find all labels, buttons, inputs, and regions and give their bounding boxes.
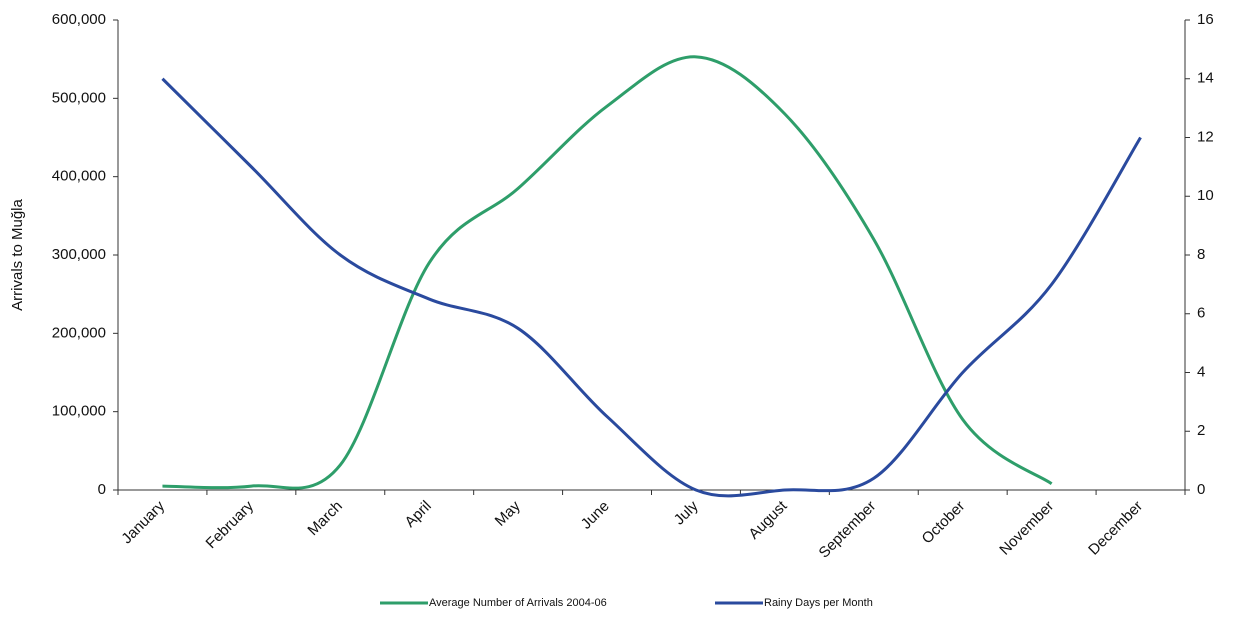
y-tick-label: 200,000 <box>52 324 106 341</box>
x-tick-label: February <box>203 497 258 552</box>
x-tick-label: June <box>578 498 613 533</box>
y-tick-label: 0 <box>98 481 106 498</box>
x-tick-label: April <box>402 498 435 531</box>
y-axis-label: Arrivals to Muğla <box>9 198 26 310</box>
y-tick-label: 100,000 <box>52 403 106 420</box>
y-tick-label: 300,000 <box>52 246 106 263</box>
y2-tick-label: 12 <box>1197 128 1214 145</box>
x-tick-label: September <box>816 498 880 562</box>
y2-tick-label: 16 <box>1197 11 1214 28</box>
legend-label: Rainy Days per Month <box>764 597 873 609</box>
y2-tick-label: 14 <box>1197 70 1214 87</box>
y-tick-label: 600,000 <box>52 11 106 28</box>
y2-tick-label: 0 <box>1197 481 1205 498</box>
x-tick-label: November <box>996 498 1057 559</box>
x-tick-label: December <box>1085 498 1146 559</box>
y2-tick-label: 8 <box>1197 246 1205 263</box>
x-tick-label: March <box>304 498 345 539</box>
y2-tick-label: 10 <box>1197 187 1214 204</box>
x-tick-label: August <box>745 497 791 543</box>
y2-tick-label: 6 <box>1197 305 1205 322</box>
y-tick-label: 500,000 <box>52 89 106 106</box>
y-tick-label: 400,000 <box>52 168 106 185</box>
x-tick-label: January <box>118 497 168 547</box>
x-tick-label: May <box>492 497 524 529</box>
y2-tick-label: 4 <box>1197 363 1205 380</box>
series-line <box>161 77 1142 498</box>
x-tick-label: July <box>671 497 702 528</box>
y2-tick-label: 2 <box>1197 422 1205 439</box>
series-line <box>162 55 1053 490</box>
x-tick-label: October <box>919 498 969 548</box>
legend-label: Average Number of Arrivals 2004-06 <box>429 597 607 609</box>
